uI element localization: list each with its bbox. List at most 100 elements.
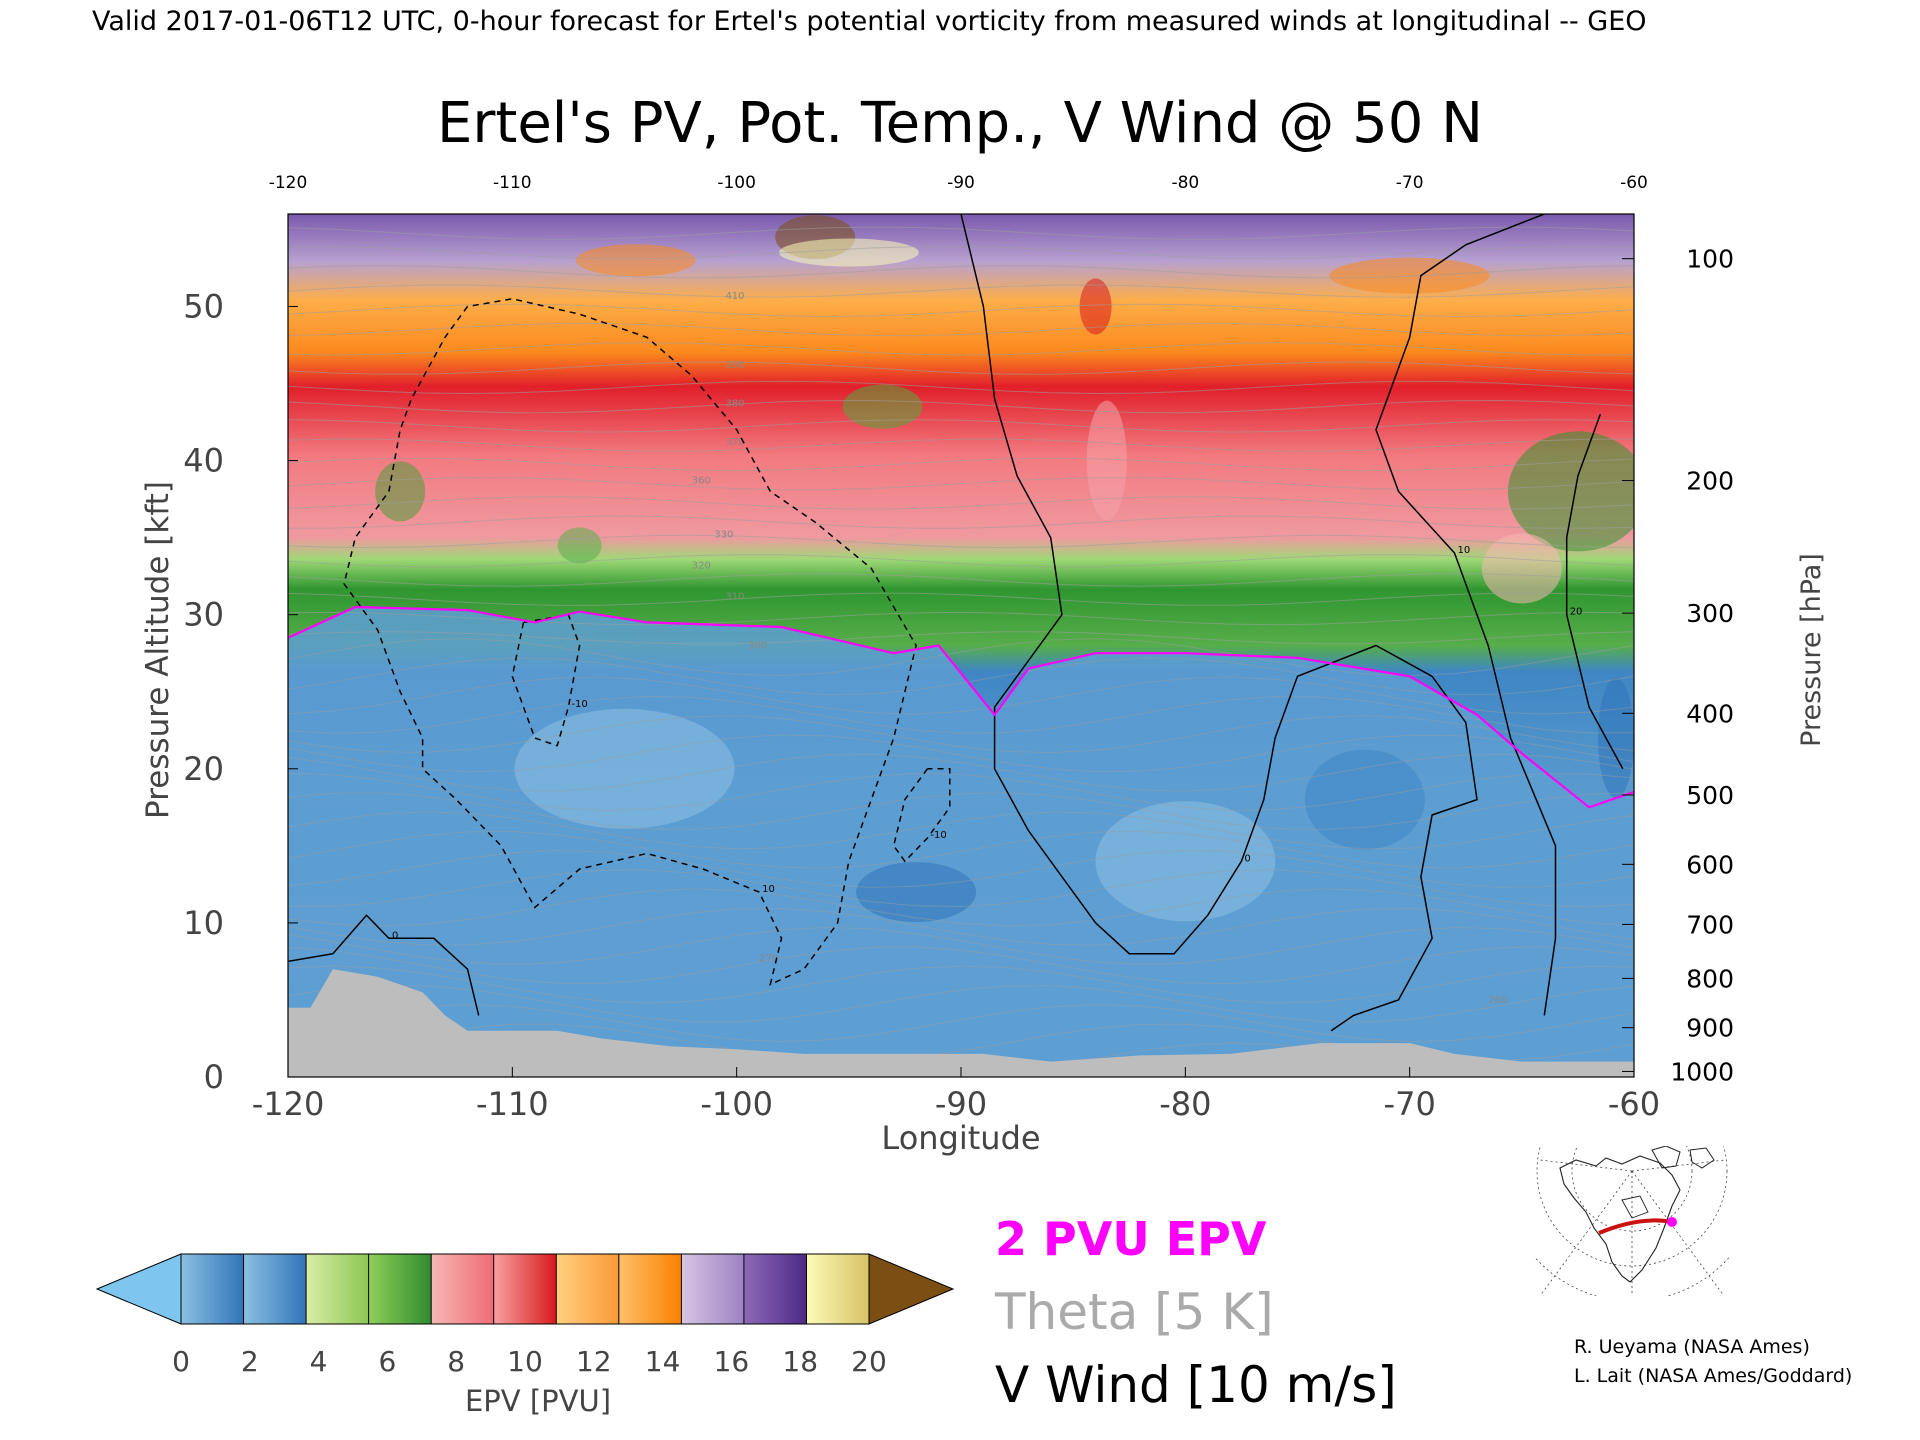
pv-anomaly: [1507, 431, 1634, 552]
pv-anomaly: [842, 384, 923, 429]
colorbar-tick-label: 2: [241, 1345, 259, 1378]
top-tick-labels: -120 -110 -100 -90 -80 -70 -60: [269, 173, 1648, 193]
theta-line: [288, 496, 1634, 510]
colorbar-segment: [306, 1254, 370, 1324]
theta-line: [288, 772, 1634, 811]
theta-line: [288, 322, 1634, 337]
pressure-axis-label: Pressure [hPa]: [1796, 553, 1827, 747]
theta-line: [288, 657, 1634, 696]
theta-line: [288, 869, 1634, 908]
theta-label: 370: [725, 437, 744, 448]
colorbar-segment: [681, 1254, 745, 1324]
pressure-tick-label: 600: [1686, 850, 1734, 879]
top-tick-label: -100: [717, 173, 756, 193]
v-wind-contour: [960, 214, 1478, 1032]
inset-section-end: [1667, 1217, 1677, 1227]
pv-anomaly: [856, 862, 977, 923]
pressure-tick-label: 500: [1686, 781, 1734, 810]
x-tick-label: -120: [252, 1085, 325, 1123]
theta-line: [288, 888, 1634, 927]
theta-line: [288, 849, 1634, 888]
colorbar-segment: [181, 1254, 245, 1324]
theta-label: 330: [714, 530, 733, 541]
theta-line: [288, 419, 1634, 433]
colorbar-segment: [431, 1254, 495, 1324]
y-tick-label: 0: [204, 1058, 224, 1096]
theta-line: [288, 611, 1634, 626]
theta-line: [288, 830, 1634, 869]
theta-label: 260: [1488, 995, 1507, 1006]
terrain-mask: [288, 969, 1634, 1077]
pv-anomaly: [1304, 749, 1425, 850]
theta-line: [288, 342, 1634, 356]
inset-map-lines: [1534, 1146, 1730, 1296]
theta-line: [288, 985, 1634, 1023]
theta-line: [288, 631, 1634, 645]
theta-line: [288, 245, 1634, 260]
colorbar-label: EPV [PVU]: [465, 1384, 611, 1418]
colorbar-under-arrow: [95, 1253, 182, 1325]
x-tick-label: -110: [476, 1085, 549, 1123]
theta-label: 300: [748, 641, 767, 652]
theta-line: [288, 753, 1634, 792]
v-wind-contours: 10 -10 -10 0 10 20 0: [288, 214, 1624, 1032]
plot-area: 410 390 380 370 360 330 320 310 300 270 260 10 -10 -…: [288, 214, 1634, 1077]
top-tick-label: -90: [947, 173, 975, 193]
v-wind-label: 20: [1570, 607, 1583, 618]
v-wind-label: 0: [1244, 853, 1250, 864]
theta-line: [288, 399, 1634, 414]
top-tick-label: -110: [493, 173, 532, 193]
legend: 2 PVU EPV Theta [5 K] V Wind [10 m/s]: [994, 1212, 1397, 1414]
theta-line: [288, 361, 1634, 375]
inset-section-path: [1598, 1218, 1673, 1235]
v-wind-label: 0: [392, 930, 398, 941]
pressure-tick-label: 200: [1686, 467, 1734, 496]
y-axis-label: Pressure Altitude [kft]: [140, 481, 176, 819]
theta-line: [288, 965, 1634, 1004]
x-axis-ticks: -120 -110 -100 -90 -80 -70 -60: [252, 1067, 1660, 1123]
pressure-tick-label: 700: [1686, 910, 1734, 939]
legend-entry: Theta [5 K]: [994, 1283, 1274, 1341]
v-wind-label: -10: [930, 830, 946, 841]
pv-anomaly: [778, 238, 919, 267]
colorbar-tick-label: 18: [782, 1345, 818, 1378]
theta-line: [288, 792, 1634, 831]
v-wind-label: -10: [571, 699, 587, 710]
legend-entry: 2 PVU EPV: [995, 1212, 1267, 1266]
credit-line-1: R. Ueyama (NASA Ames): [1574, 1336, 1810, 1358]
colorbar-frame: [180, 1253, 870, 1325]
top-tick-label: -80: [1171, 173, 1199, 193]
colorbar-tick-label: 14: [645, 1345, 681, 1378]
theta-label: 380: [725, 399, 744, 410]
theta-line: [288, 303, 1634, 318]
colorbar-tick-label: 6: [378, 1345, 396, 1378]
theta-label: 390: [725, 360, 744, 371]
pressure-tick-label: 100: [1686, 245, 1734, 274]
theta-line: [288, 907, 1634, 946]
v-wind-contour: [288, 914, 480, 1016]
colorbar-over-arrow: [868, 1253, 955, 1325]
locator-inset: [1534, 1146, 1730, 1296]
colorbar-segment: [743, 1254, 807, 1324]
v-wind-label: 10: [1458, 545, 1471, 556]
theta-line: [288, 438, 1634, 452]
pv-anomaly: [514, 708, 735, 829]
v-wind-label: 10: [762, 884, 775, 895]
pressure-tick-label: 300: [1686, 599, 1734, 628]
theta-line: [288, 554, 1634, 568]
theta-label: 320: [692, 560, 711, 571]
colorbar-segment: [243, 1254, 307, 1324]
theta-line: [288, 592, 1634, 606]
y-tick-label: 10: [183, 904, 224, 942]
y-tick-label: 20: [183, 750, 224, 788]
v-wind-contour: [1375, 214, 1557, 1016]
theta-line: [288, 946, 1634, 985]
pv-anomalies: [375, 215, 1634, 923]
y-tick-label: 30: [183, 596, 224, 634]
theta-line: [288, 734, 1634, 773]
theta-line: [288, 515, 1634, 529]
x-tick-label: -60: [1608, 1085, 1660, 1123]
theta-line: [288, 1004, 1634, 1043]
v-wind-contour: [892, 768, 951, 863]
